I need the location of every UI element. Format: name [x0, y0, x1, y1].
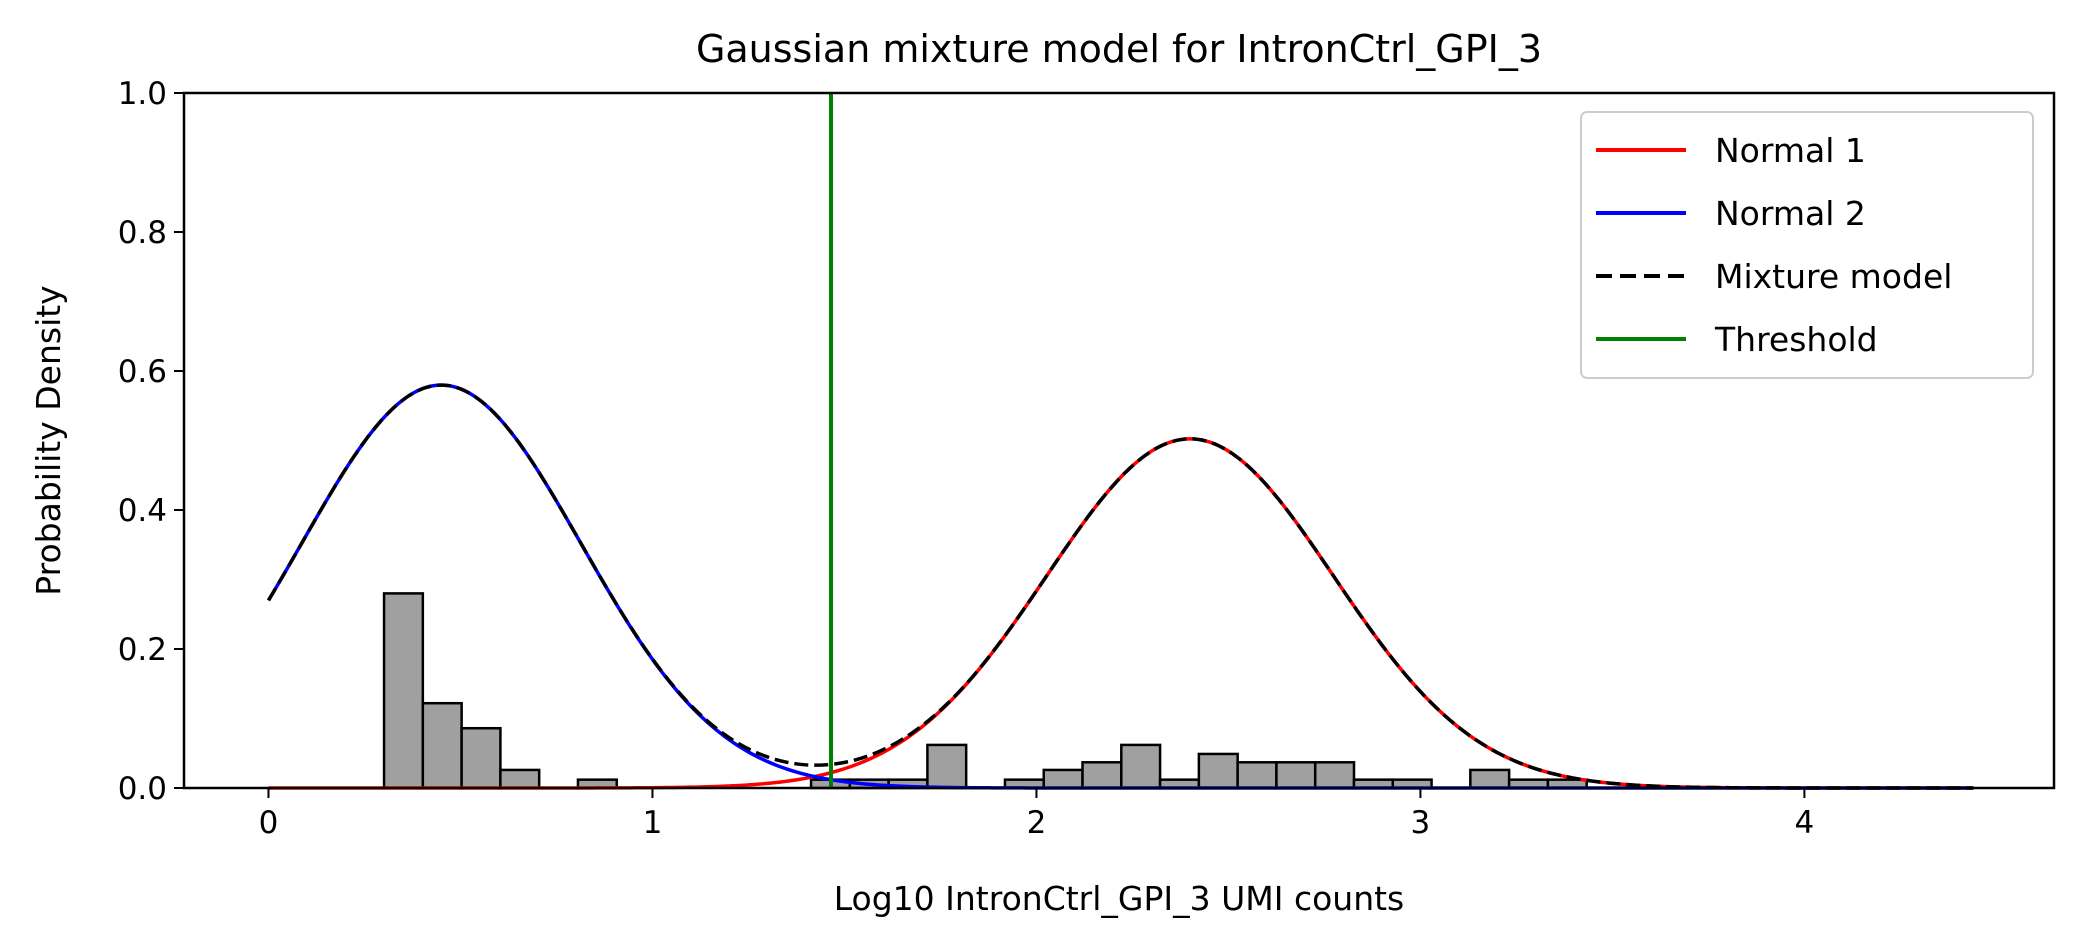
histogram-bar-12: [1120, 743, 1162, 790]
y-tick-label-4: 0.8: [118, 215, 167, 251]
y-axis-label: Probability Density: [29, 285, 68, 595]
y-tick-label-0: 0.0: [118, 771, 167, 807]
histogram-bar-10: [1042, 768, 1084, 790]
y-tick-label-2: 0.4: [118, 493, 167, 529]
histogram-bar-1: [421, 701, 463, 790]
chart-title: Gaussian mixture model for IntronCtrl_GP…: [696, 27, 1542, 71]
legend-label-mixture-model: Mixture model: [1715, 257, 1952, 296]
x-axis-ticks: 0 1 2 3 4: [259, 788, 1815, 841]
x-axis-label: Log10 IntronCtrl_GPI_3 UMI counts: [834, 879, 1405, 918]
histogram-bar-8: [926, 743, 968, 790]
histogram-bar-0: [382, 592, 425, 790]
y-tick-label-1: 0.2: [118, 632, 167, 668]
x-tick-label-3: 3: [1411, 805, 1431, 841]
y-tick-label-5: 1.0: [118, 76, 167, 112]
y-tick-label-3: 0.6: [118, 354, 167, 390]
legend-label-threshold: Threshold: [1714, 320, 1878, 359]
x-tick-label-1: 1: [643, 805, 663, 841]
legend-label-normal-1: Normal 1: [1715, 131, 1866, 170]
legend-box: [1580, 111, 2034, 379]
histogram-bar-17: [1313, 761, 1356, 790]
x-tick-label-4: 4: [1795, 805, 1815, 841]
x-tick-label-2: 2: [1027, 805, 1047, 841]
histogram-bar-16: [1275, 761, 1317, 790]
legend: Normal 1 Normal 2 Mixture model Threshold: [1580, 111, 2034, 379]
histogram-bar-2: [460, 726, 502, 790]
histogram-bar-15: [1236, 761, 1278, 790]
histogram-bar-20: [1469, 768, 1511, 790]
histogram-bar-14: [1197, 752, 1239, 790]
legend-label-normal-2: Normal 2: [1715, 194, 1866, 233]
x-tick-label-0: 0: [259, 805, 279, 841]
y-axis-ticks: 0.0 0.2 0.4 0.6 0.8 1.0: [118, 76, 184, 807]
histogram-bar-3: [499, 768, 541, 790]
plot-frame: [182, 91, 2056, 790]
histogram-bar-11: [1081, 761, 1123, 790]
